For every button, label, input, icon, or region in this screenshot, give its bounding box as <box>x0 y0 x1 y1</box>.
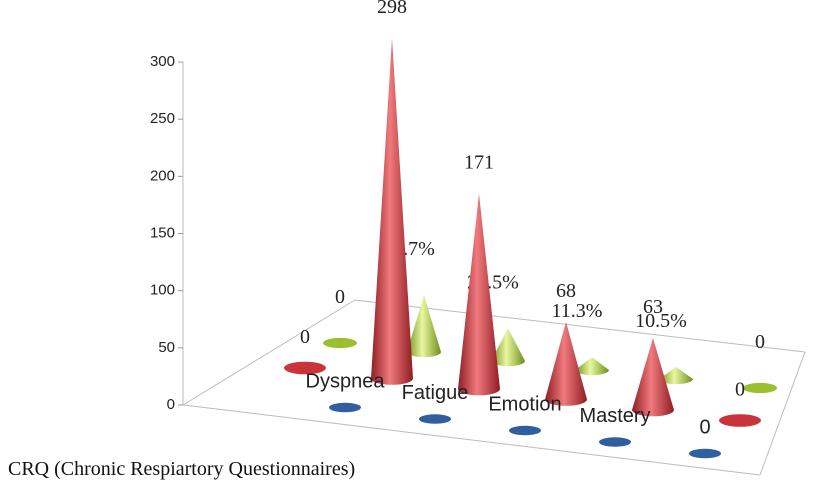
y-tick-label: 250 <box>150 110 175 127</box>
cone <box>458 193 500 396</box>
chart-title: CRQ (Chronic Respiartory Questionnaires) <box>8 458 355 480</box>
data-label: 298 <box>377 0 407 18</box>
data-label: 68 <box>556 280 576 302</box>
cone <box>284 361 326 375</box>
cone <box>743 382 777 394</box>
data-label: 0 <box>735 379 745 401</box>
y-tick-label: 150 <box>150 224 175 241</box>
cone <box>491 328 525 367</box>
cone <box>632 337 674 417</box>
cone <box>371 37 413 385</box>
data-label: 10.5% <box>635 310 687 332</box>
data-label: Mastery <box>579 405 650 427</box>
data-label: 0 <box>699 417 710 439</box>
cone <box>407 295 441 358</box>
data-label: 171 <box>464 151 494 173</box>
cone <box>545 321 587 406</box>
data-label: Emotion <box>488 394 561 416</box>
cone <box>419 414 451 424</box>
data-label: 0 <box>300 326 310 348</box>
y-tick-label: 0 <box>167 396 175 413</box>
cone <box>689 448 721 459</box>
data-label: 11.3% <box>552 300 603 322</box>
cone <box>323 337 357 349</box>
data-label: 0 <box>335 286 345 308</box>
y-tick-label: 100 <box>150 282 175 299</box>
y-tick-label: 300 <box>150 53 175 70</box>
cone <box>659 366 693 385</box>
data-label: 63 <box>643 296 663 318</box>
y-tick-label: 200 <box>150 167 175 184</box>
cone <box>509 425 541 436</box>
cone <box>575 357 609 376</box>
cone <box>329 402 361 413</box>
cone <box>719 414 761 427</box>
data-label: 0 <box>755 331 765 353</box>
data-label: Dyspnea <box>306 371 386 393</box>
data-label: Fatigue <box>402 382 469 404</box>
cone <box>599 437 631 447</box>
y-tick-label: 50 <box>158 339 175 356</box>
